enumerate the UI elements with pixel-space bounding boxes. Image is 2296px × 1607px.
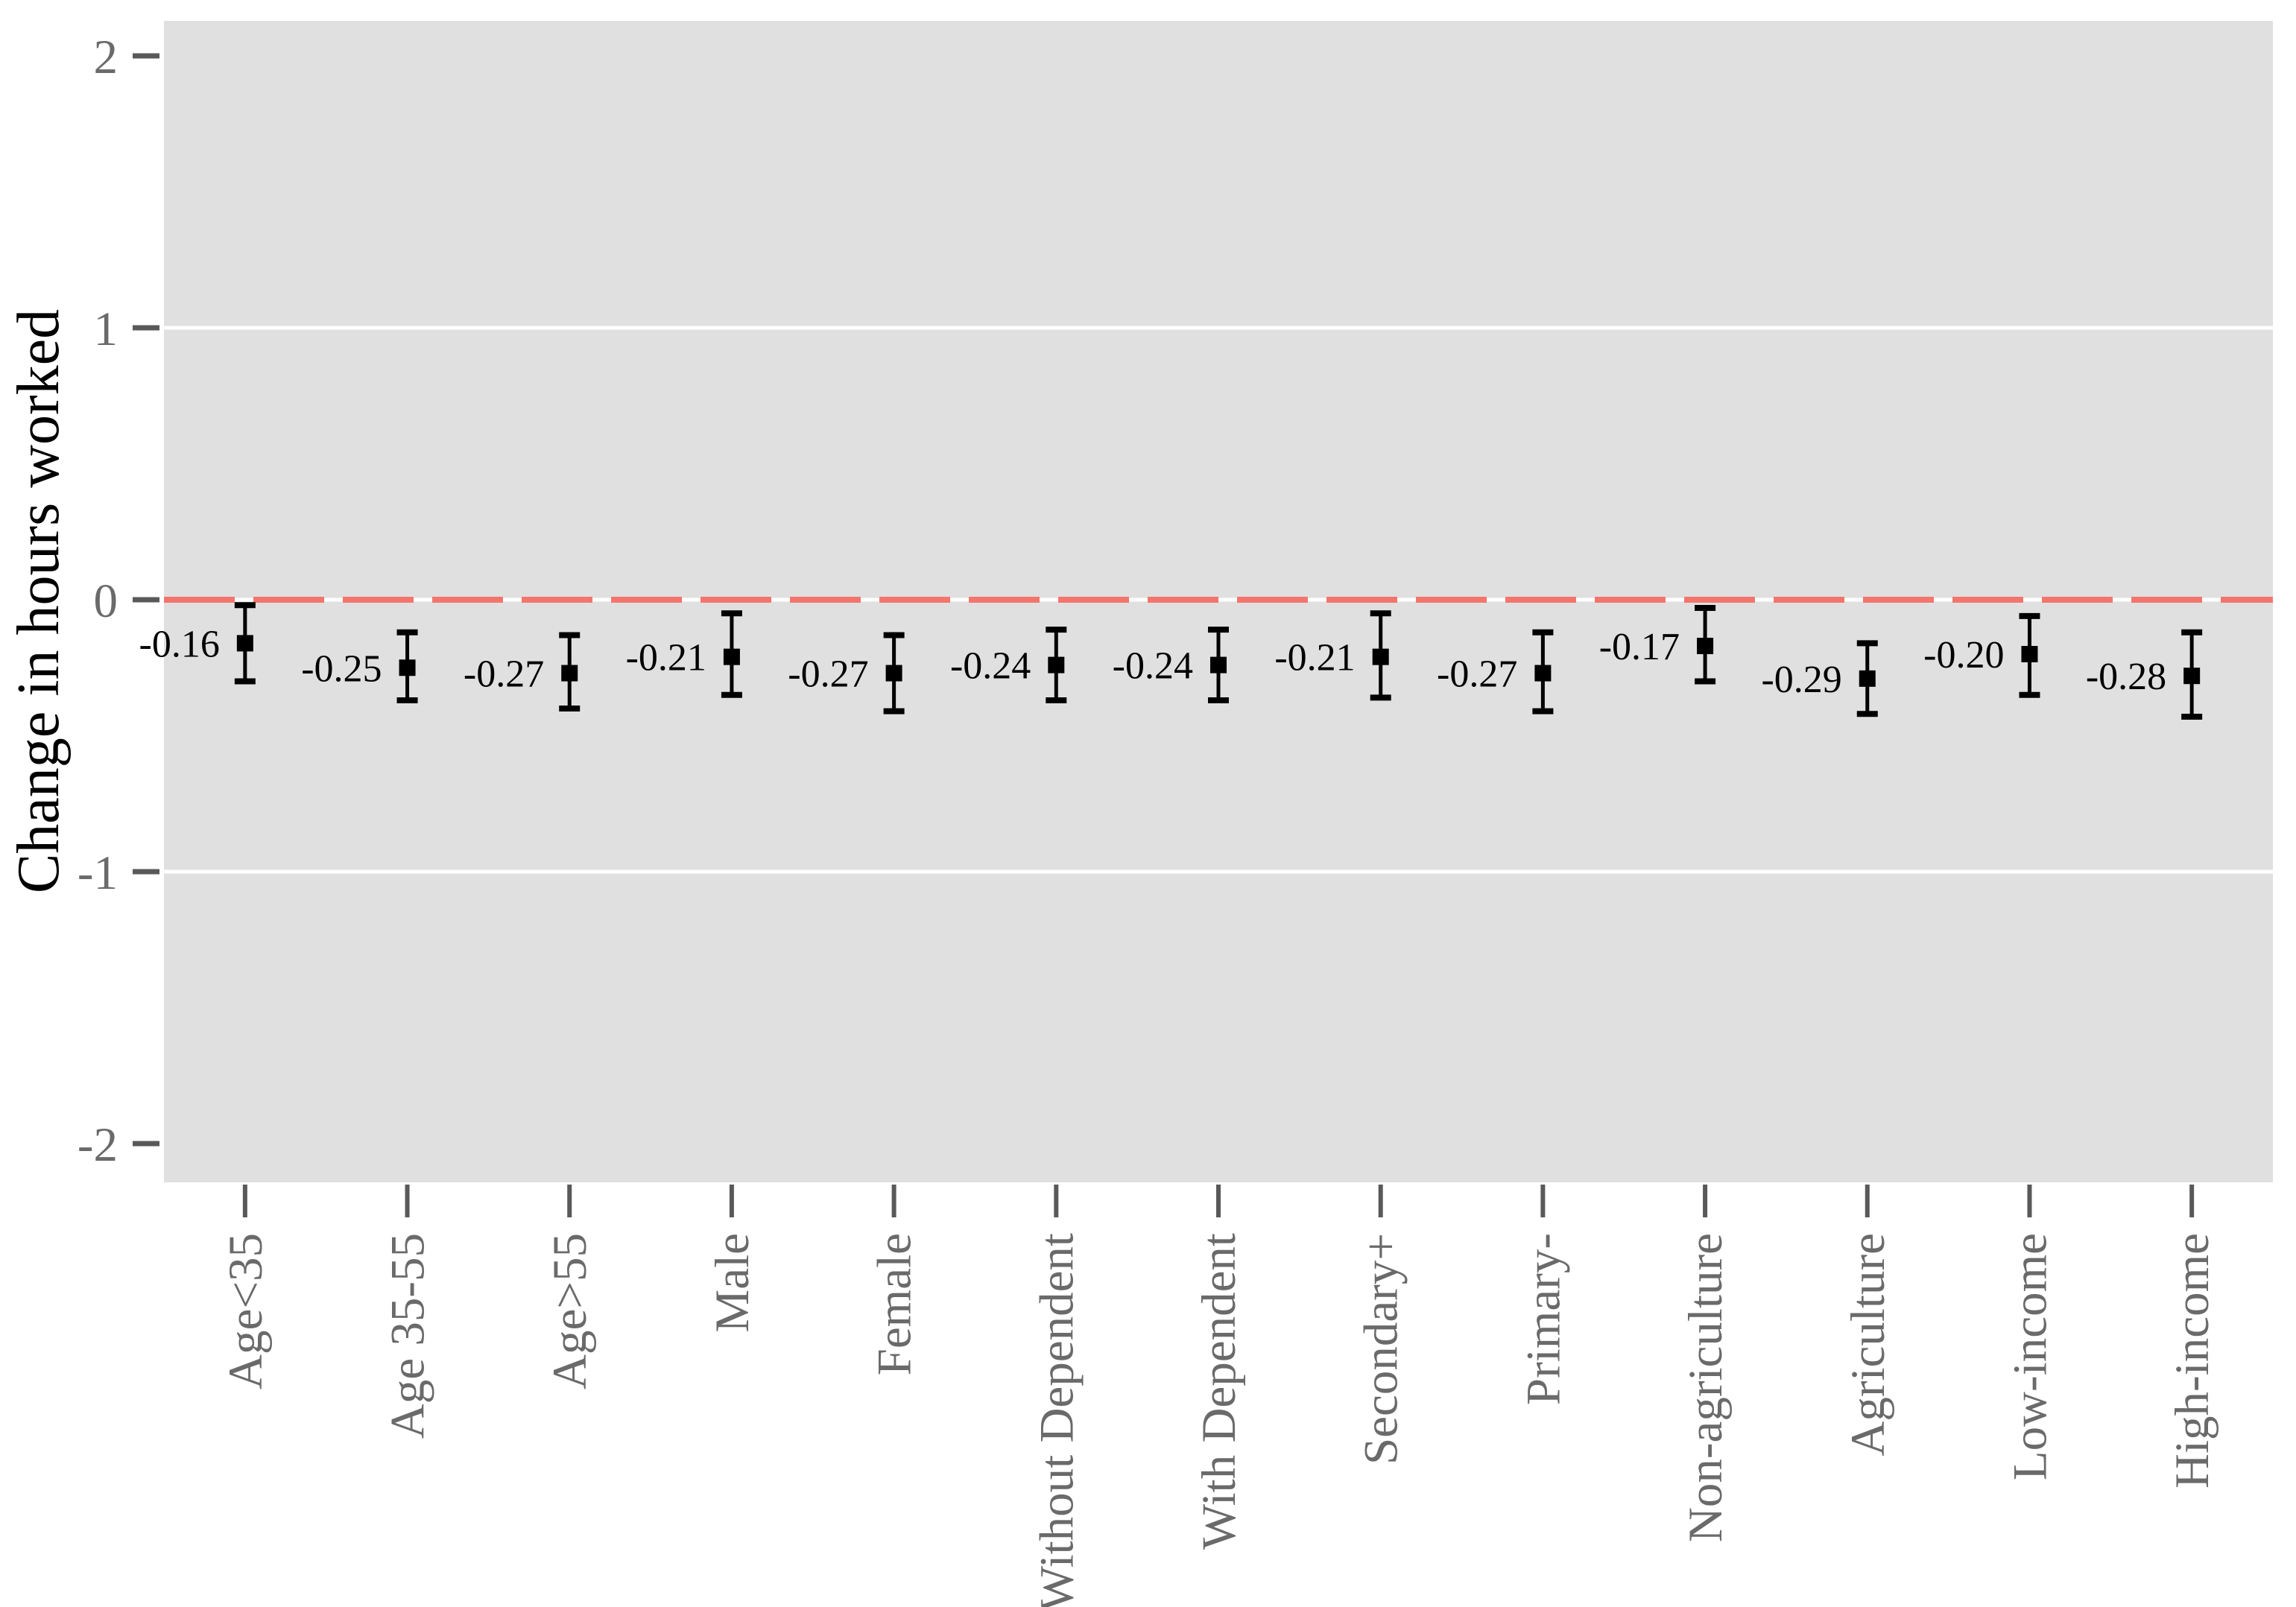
value-label: -0.27 — [788, 653, 868, 696]
x-category-label: Age 35-55 — [382, 1233, 435, 1439]
x-category-label: Agriculture — [1841, 1233, 1895, 1457]
x-category-label: Without Dependent — [1030, 1233, 1084, 1607]
point-marker — [1859, 670, 1876, 687]
x-category-label: High-income — [2166, 1233, 2219, 1489]
y-axis-title: Change in hours worked — [6, 309, 72, 893]
point-marker — [1048, 656, 1065, 673]
x-category-label: Age>55 — [543, 1233, 597, 1389]
point-marker — [2183, 668, 2201, 685]
value-label: -0.17 — [1599, 626, 1680, 668]
x-category-label: Male — [706, 1233, 759, 1333]
point-marker — [399, 659, 416, 676]
y-tick-label: 2 — [94, 31, 118, 84]
chart-generated-layer: 2 1 0 -1 -2 Age<35 Age 35-55 Age>55 Male Female Wi… — [78, 21, 2273, 1607]
value-label: -0.27 — [1437, 653, 1517, 696]
point-marker — [885, 665, 902, 682]
x-category-label: Primary- — [1517, 1233, 1570, 1405]
point-marker — [236, 635, 253, 652]
value-label: -0.24 — [1113, 645, 1193, 688]
y-tick-label: -2 — [78, 1118, 118, 1172]
value-label: -0.16 — [139, 623, 220, 665]
x-category-label: Age<35 — [219, 1233, 273, 1389]
y-tick-label: 0 — [94, 574, 118, 628]
point-marker — [723, 648, 740, 665]
x-category-label: Female — [868, 1233, 922, 1375]
y-tick-label: -1 — [78, 846, 118, 900]
value-label: -0.27 — [464, 653, 544, 696]
value-label: -0.25 — [301, 647, 382, 690]
value-label: -0.20 — [1923, 634, 2004, 676]
x-category-label: Non-agriculture — [1679, 1233, 1733, 1542]
value-label: -0.24 — [950, 645, 1031, 688]
point-marker — [1372, 648, 1389, 665]
value-label: -0.21 — [1274, 637, 1355, 679]
point-marker — [1210, 656, 1227, 673]
x-category-label: With Dependent — [1192, 1233, 1246, 1550]
value-label: -0.21 — [626, 637, 706, 679]
point-marker — [561, 665, 578, 682]
value-label: -0.29 — [1761, 659, 1841, 701]
y-tick-label: 1 — [94, 302, 118, 356]
point-marker — [1697, 638, 1714, 655]
value-label: -0.28 — [2086, 656, 2166, 698]
x-category-label: Secondary+ — [1355, 1233, 1408, 1465]
point-marker — [1534, 665, 1552, 682]
x-category-label: Low-income — [2003, 1233, 2057, 1480]
point-marker — [2021, 646, 2038, 662]
